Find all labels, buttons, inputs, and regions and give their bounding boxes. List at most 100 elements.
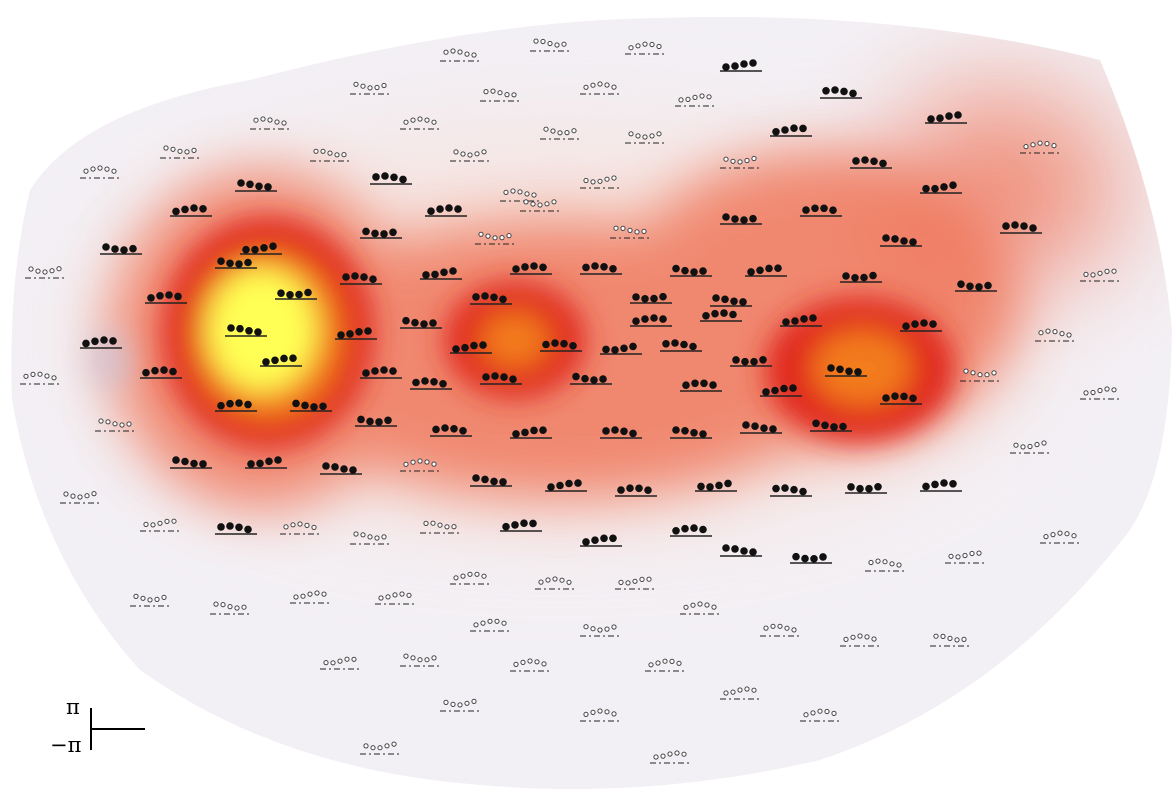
open-phase-marker xyxy=(930,633,972,647)
open-phase-marker xyxy=(615,576,657,590)
scale-label-minus-pi: −π xyxy=(50,733,82,757)
filled-phase-marker xyxy=(670,524,712,537)
scale-label-pi: π xyxy=(66,695,80,719)
filled-phase-marker xyxy=(615,484,657,497)
open-phase-marker xyxy=(480,88,522,102)
filled-phase-marker xyxy=(355,415,397,427)
open-phase-marker xyxy=(1080,268,1122,282)
open-phase-marker xyxy=(20,371,62,385)
filled-phase-marker xyxy=(880,234,922,247)
open-phase-marker xyxy=(400,653,442,667)
filled-phase-marker xyxy=(80,336,122,349)
filled-phase-marker xyxy=(335,327,377,340)
filled-phase-marker xyxy=(920,479,962,492)
filled-phase-marker xyxy=(340,272,382,285)
filled-phase-marker xyxy=(700,309,742,322)
filled-phase-marker xyxy=(695,479,737,492)
filled-phase-marker xyxy=(540,339,582,352)
open-phase-marker xyxy=(420,520,462,534)
open-phase-marker xyxy=(540,126,582,140)
filled-phase-marker xyxy=(245,456,287,469)
filled-phase-marker xyxy=(370,172,412,185)
filled-phase-marker xyxy=(850,156,892,169)
filled-phase-marker xyxy=(780,314,822,327)
filled-phase-marker xyxy=(810,419,852,432)
open-phase-marker xyxy=(25,266,67,279)
open-phase-marker xyxy=(470,618,512,632)
open-phase-marker xyxy=(1020,140,1062,154)
filled-phase-marker xyxy=(290,399,332,412)
filled-phase-marker xyxy=(170,204,212,217)
filled-phase-marker xyxy=(240,242,282,255)
filled-phase-marker xyxy=(260,354,302,367)
filled-phase-marker xyxy=(880,392,922,405)
filled-phase-marker xyxy=(450,341,492,354)
filled-phase-marker xyxy=(1000,221,1042,234)
filled-phase-marker xyxy=(720,213,762,225)
filled-phase-marker xyxy=(845,483,887,494)
filled-phase-marker xyxy=(840,271,882,283)
filled-phase-marker xyxy=(470,474,512,487)
open-phase-marker xyxy=(350,81,392,95)
filled-phase-marker xyxy=(760,384,802,397)
open-phase-marker xyxy=(250,116,292,130)
open-phase-marker xyxy=(1035,328,1077,342)
filled-phase-marker xyxy=(660,339,702,352)
open-phase-marker xyxy=(400,458,442,472)
filled-phase-marker xyxy=(770,484,812,497)
open-phase-marker xyxy=(320,656,362,670)
open-phase-marker xyxy=(580,175,622,189)
filled-phase-marker xyxy=(680,379,722,392)
open-phase-marker xyxy=(1040,530,1082,544)
filled-phase-marker xyxy=(500,519,542,532)
open-phase-marker xyxy=(720,155,762,169)
filled-phase-marker xyxy=(320,462,362,475)
open-phase-marker xyxy=(280,521,322,535)
open-phase-marker xyxy=(440,698,482,712)
filled-phase-marker xyxy=(235,179,277,192)
filled-phase-marker xyxy=(470,292,512,305)
open-phase-marker xyxy=(530,38,572,52)
filled-phase-marker xyxy=(770,124,812,137)
filled-phase-marker xyxy=(630,314,672,327)
filled-phase-marker xyxy=(820,86,862,99)
filled-phase-marker xyxy=(100,243,142,255)
open-phase-marker xyxy=(960,368,1002,382)
filled-phase-marker xyxy=(710,294,752,307)
open-phase-marker xyxy=(510,658,552,672)
filled-phase-marker xyxy=(790,552,832,564)
open-phase-marker xyxy=(160,145,202,159)
open-phase-marker xyxy=(1080,386,1122,400)
filled-phase-marker xyxy=(570,372,612,385)
open-phase-marker xyxy=(720,686,762,700)
open-phase-marker xyxy=(440,48,482,62)
phase-marker-layer xyxy=(20,38,1122,764)
filled-phase-marker xyxy=(925,111,967,124)
open-phase-marker xyxy=(450,149,492,162)
filled-phase-marker xyxy=(740,421,782,434)
filled-phase-marker xyxy=(480,372,522,385)
filled-phase-marker xyxy=(580,262,622,275)
filled-phase-marker xyxy=(920,181,962,194)
open-phase-marker xyxy=(350,531,392,545)
filled-phase-marker xyxy=(580,534,622,547)
filled-phase-marker xyxy=(545,479,587,492)
filled-phase-marker xyxy=(600,426,642,439)
filled-phase-marker xyxy=(900,319,942,332)
filled-phase-marker xyxy=(420,267,462,280)
open-phase-marker xyxy=(130,593,172,607)
scale-bar-vertical xyxy=(90,708,92,750)
filled-phase-marker xyxy=(360,227,402,239)
open-phase-marker xyxy=(535,576,577,590)
open-phase-marker xyxy=(625,41,667,55)
filled-phase-marker xyxy=(360,366,402,379)
open-phase-marker xyxy=(310,148,352,162)
filled-phase-marker xyxy=(430,424,472,437)
filled-phase-marker xyxy=(275,288,317,300)
open-phase-marker xyxy=(580,81,622,95)
filled-phase-marker xyxy=(510,262,552,275)
filled-phase-marker xyxy=(215,257,257,269)
filled-phase-marker xyxy=(745,264,787,277)
filled-phase-marker xyxy=(140,366,182,379)
